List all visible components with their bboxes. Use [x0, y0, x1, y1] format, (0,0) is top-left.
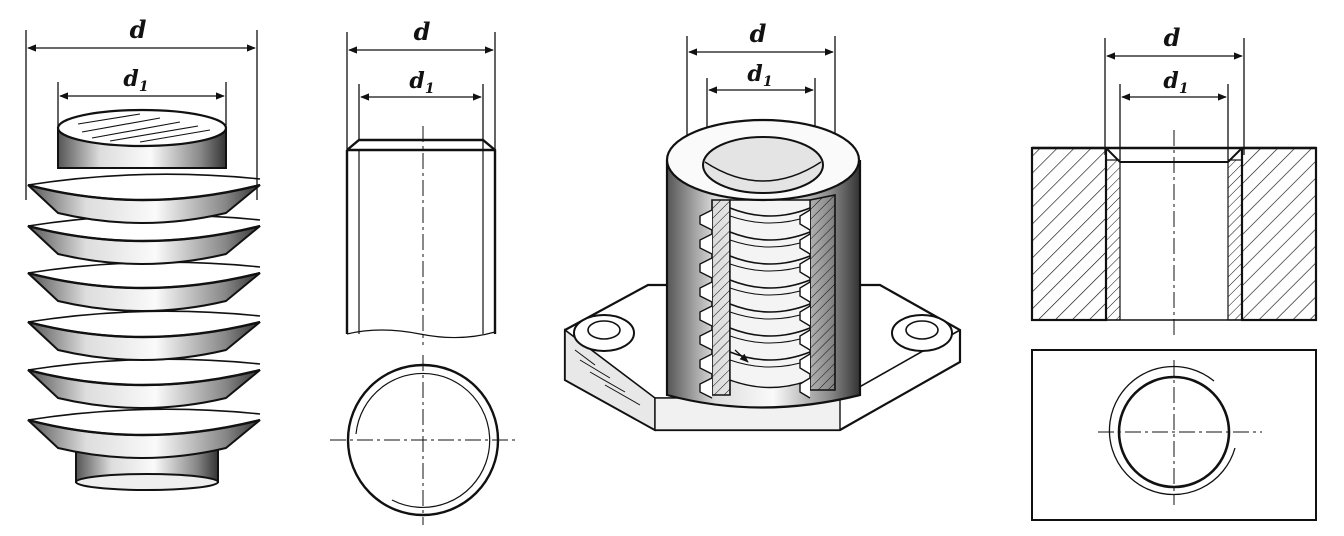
- thread-crest: [27, 173, 261, 224]
- label-d: d: [1164, 23, 1181, 52]
- label-d1: d1: [747, 61, 772, 90]
- thread-tooth: [799, 257, 811, 279]
- internal-thread-drawing: d d1: [1030, 23, 1318, 521]
- external-thread-drawing: d d1: [330, 17, 516, 525]
- thread-crest: [27, 408, 261, 459]
- inner-thread-line: [729, 351, 811, 361]
- thread-tooth: [799, 305, 811, 327]
- thread-crest: [27, 358, 261, 409]
- thread-tooth: [699, 233, 713, 255]
- thread-tooth: [699, 329, 713, 351]
- dimension-d1-4: d1: [1119, 68, 1229, 160]
- thread-tooth: [699, 305, 713, 327]
- label-d: d: [750, 19, 767, 48]
- dimension-d1-1: d1: [57, 66, 227, 135]
- thread-crest: [27, 310, 261, 361]
- inner-thread-line: [729, 279, 811, 289]
- external-thread-isometric: d d1: [25, 15, 261, 491]
- label-d: d: [414, 17, 431, 46]
- thread-crest: [27, 261, 261, 312]
- label-d1: d1: [1163, 68, 1188, 97]
- thread-tooth: [799, 329, 811, 351]
- dimension-d1-3: d1: [706, 61, 816, 150]
- internal-thread-isometric: d d1: [563, 19, 962, 432]
- thread-tooth: [699, 209, 713, 231]
- thread-tooth: [799, 377, 811, 399]
- inner-thread-line: [729, 255, 811, 265]
- dimension-d-1: d: [25, 15, 258, 200]
- label-d1: d1: [123, 66, 148, 95]
- thread-tooth: [799, 281, 811, 303]
- inner-thread-line: [729, 303, 811, 313]
- thread-tooth: [699, 281, 713, 303]
- dimension-d1-2: d1: [358, 68, 484, 150]
- inner-thread-line: [729, 327, 811, 337]
- thread-tooth: [699, 353, 713, 375]
- thread-tooth: [799, 233, 811, 255]
- dimension-d-3: d: [686, 19, 836, 140]
- label-d: d: [130, 15, 147, 44]
- dimension-d-2: d: [346, 17, 496, 150]
- label-d1: d1: [409, 68, 434, 97]
- thread-tooth: [799, 353, 811, 375]
- inner-thread-line: [729, 231, 811, 241]
- dimension-d-4: d: [1104, 23, 1245, 155]
- thread-tooth: [799, 209, 811, 231]
- inner-thread-line: [729, 207, 811, 217]
- thread-tooth: [699, 377, 713, 399]
- thread-tooth: [699, 257, 713, 279]
